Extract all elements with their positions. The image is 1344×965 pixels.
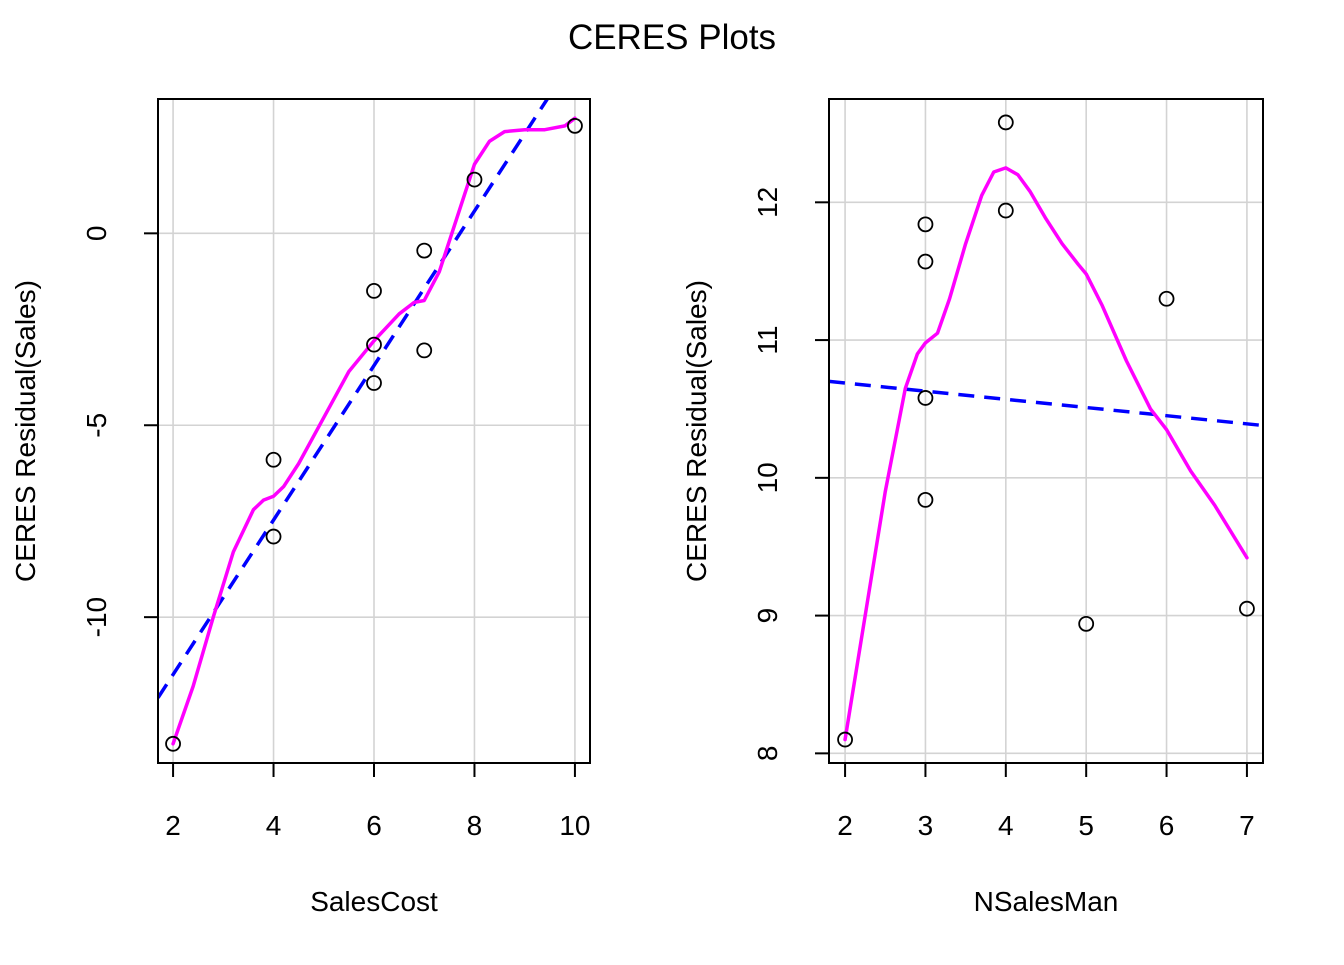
data-point [366,375,382,391]
y-axis-label: CERES Residual(Sales) [681,280,712,582]
smooth-line-layer [843,166,1249,742]
data-point [265,528,282,545]
data-point [416,242,433,259]
y-tick-label: 0 [81,226,112,242]
data-point [466,171,483,188]
x-tick-label: 7 [1239,810,1255,841]
regression-fit-line [829,379,1263,428]
points-layer [165,117,583,752]
y-tick-label: -10 [81,597,112,637]
y-tick-label: 11 [752,326,783,355]
y-tick-label: 8 [752,746,783,762]
data-point [567,117,583,134]
data-point [917,216,934,233]
x-tick-label: 8 [467,810,483,841]
y-tick-label: 10 [752,462,783,493]
data-point [837,731,853,748]
data-point [366,336,382,353]
x-tick-label: 10 [559,810,590,841]
data-point [917,253,934,270]
data-point [1239,600,1255,617]
x-tick-label: 2 [165,810,181,841]
smooth-line [171,116,577,746]
x-tick-label: 5 [1078,810,1094,841]
y-tick-label: 12 [752,187,783,218]
data-point [997,114,1014,131]
fit-line-layer [158,99,549,699]
x-ticks: 2 4 6 8 10 [165,763,591,841]
data-point [917,491,934,508]
y-ticks: 8 9 10 11 12 [752,187,829,761]
y-ticks: 0 -5 -10 [81,226,158,637]
x-tick-label: 4 [998,810,1014,841]
x-tick-label: 6 [1159,810,1175,841]
data-point [917,390,934,406]
salescost-panel: 2 4 6 8 10 0 -5 -10 SalesCost CERES Residual(S… [10,98,591,917]
figure-title: CERES Plots [568,18,776,57]
nsalesman-panel: 2 3 4 5 6 7 8 9 10 11 12 NSalesMan CERES Residual… [681,98,1264,917]
x-axis-label: NSalesMan [974,886,1119,917]
x-tick-label: 4 [266,810,282,841]
data-point [265,451,282,468]
plot-frame [828,98,1264,764]
x-ticks: 2 3 4 5 6 7 [837,763,1255,841]
y-tick-label: -5 [81,413,112,438]
data-point [366,283,382,299]
y-tick-label: 9 [752,608,783,624]
y-axis-label: CERES Residual(Sales) [10,280,41,582]
smooth-line-layer [171,116,577,746]
points-layer [837,114,1255,748]
data-point [997,202,1014,219]
x-tick-label: 3 [918,810,934,841]
fit-line-layer [829,379,1263,428]
data-point [416,342,433,359]
plot-frame-layer [828,98,1264,764]
x-axis-label: SalesCost [310,886,438,917]
data-point [1078,615,1095,632]
x-tick-label: 2 [837,810,853,841]
data-point [165,735,181,752]
x-tick-label: 6 [366,810,382,841]
smooth-line [843,166,1249,742]
data-point [1158,290,1175,307]
regression-fit-line [158,99,549,699]
